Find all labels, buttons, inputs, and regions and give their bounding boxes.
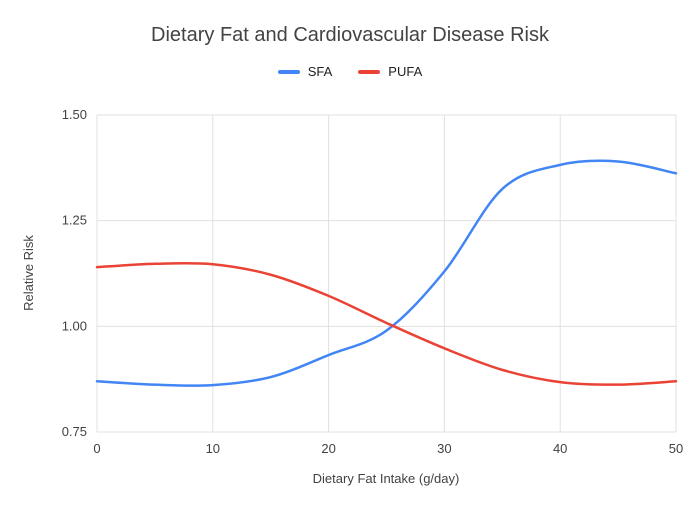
y-axis-title: Relative Risk xyxy=(21,235,36,311)
chart-title: Dietary Fat and Cardiovascular Disease R… xyxy=(151,24,549,46)
legend-label-pufa: PUFA xyxy=(388,64,423,79)
series-line-sfa xyxy=(95,159,678,387)
legend-item-pufa: PUFA xyxy=(358,64,422,79)
x-tick-label: 0 xyxy=(93,441,100,456)
legend-item-sfa: SFA xyxy=(277,64,333,79)
x-tick-label: 50 xyxy=(669,441,683,456)
chart-legend: SFA PUFA xyxy=(0,64,700,79)
y-tick-label: 1.25 xyxy=(62,213,87,228)
x-tick-label: 20 xyxy=(321,441,335,456)
x-tick-label: 10 xyxy=(206,441,220,456)
y-tick-label: 0.75 xyxy=(62,424,87,439)
x-axis-title: Dietary Fat Intake (g/day) xyxy=(313,471,460,486)
legend-label-sfa: SFA xyxy=(307,64,333,79)
x-tick-label: 30 xyxy=(437,441,451,456)
y-tick-label: 1.50 xyxy=(62,107,87,122)
y-tick-label: 1.00 xyxy=(62,318,87,333)
legend-swatch-pufa xyxy=(358,69,381,74)
x-tick-label: 40 xyxy=(553,441,567,456)
series-line-pufa xyxy=(95,261,678,386)
legend-swatch-sfa xyxy=(277,69,300,74)
